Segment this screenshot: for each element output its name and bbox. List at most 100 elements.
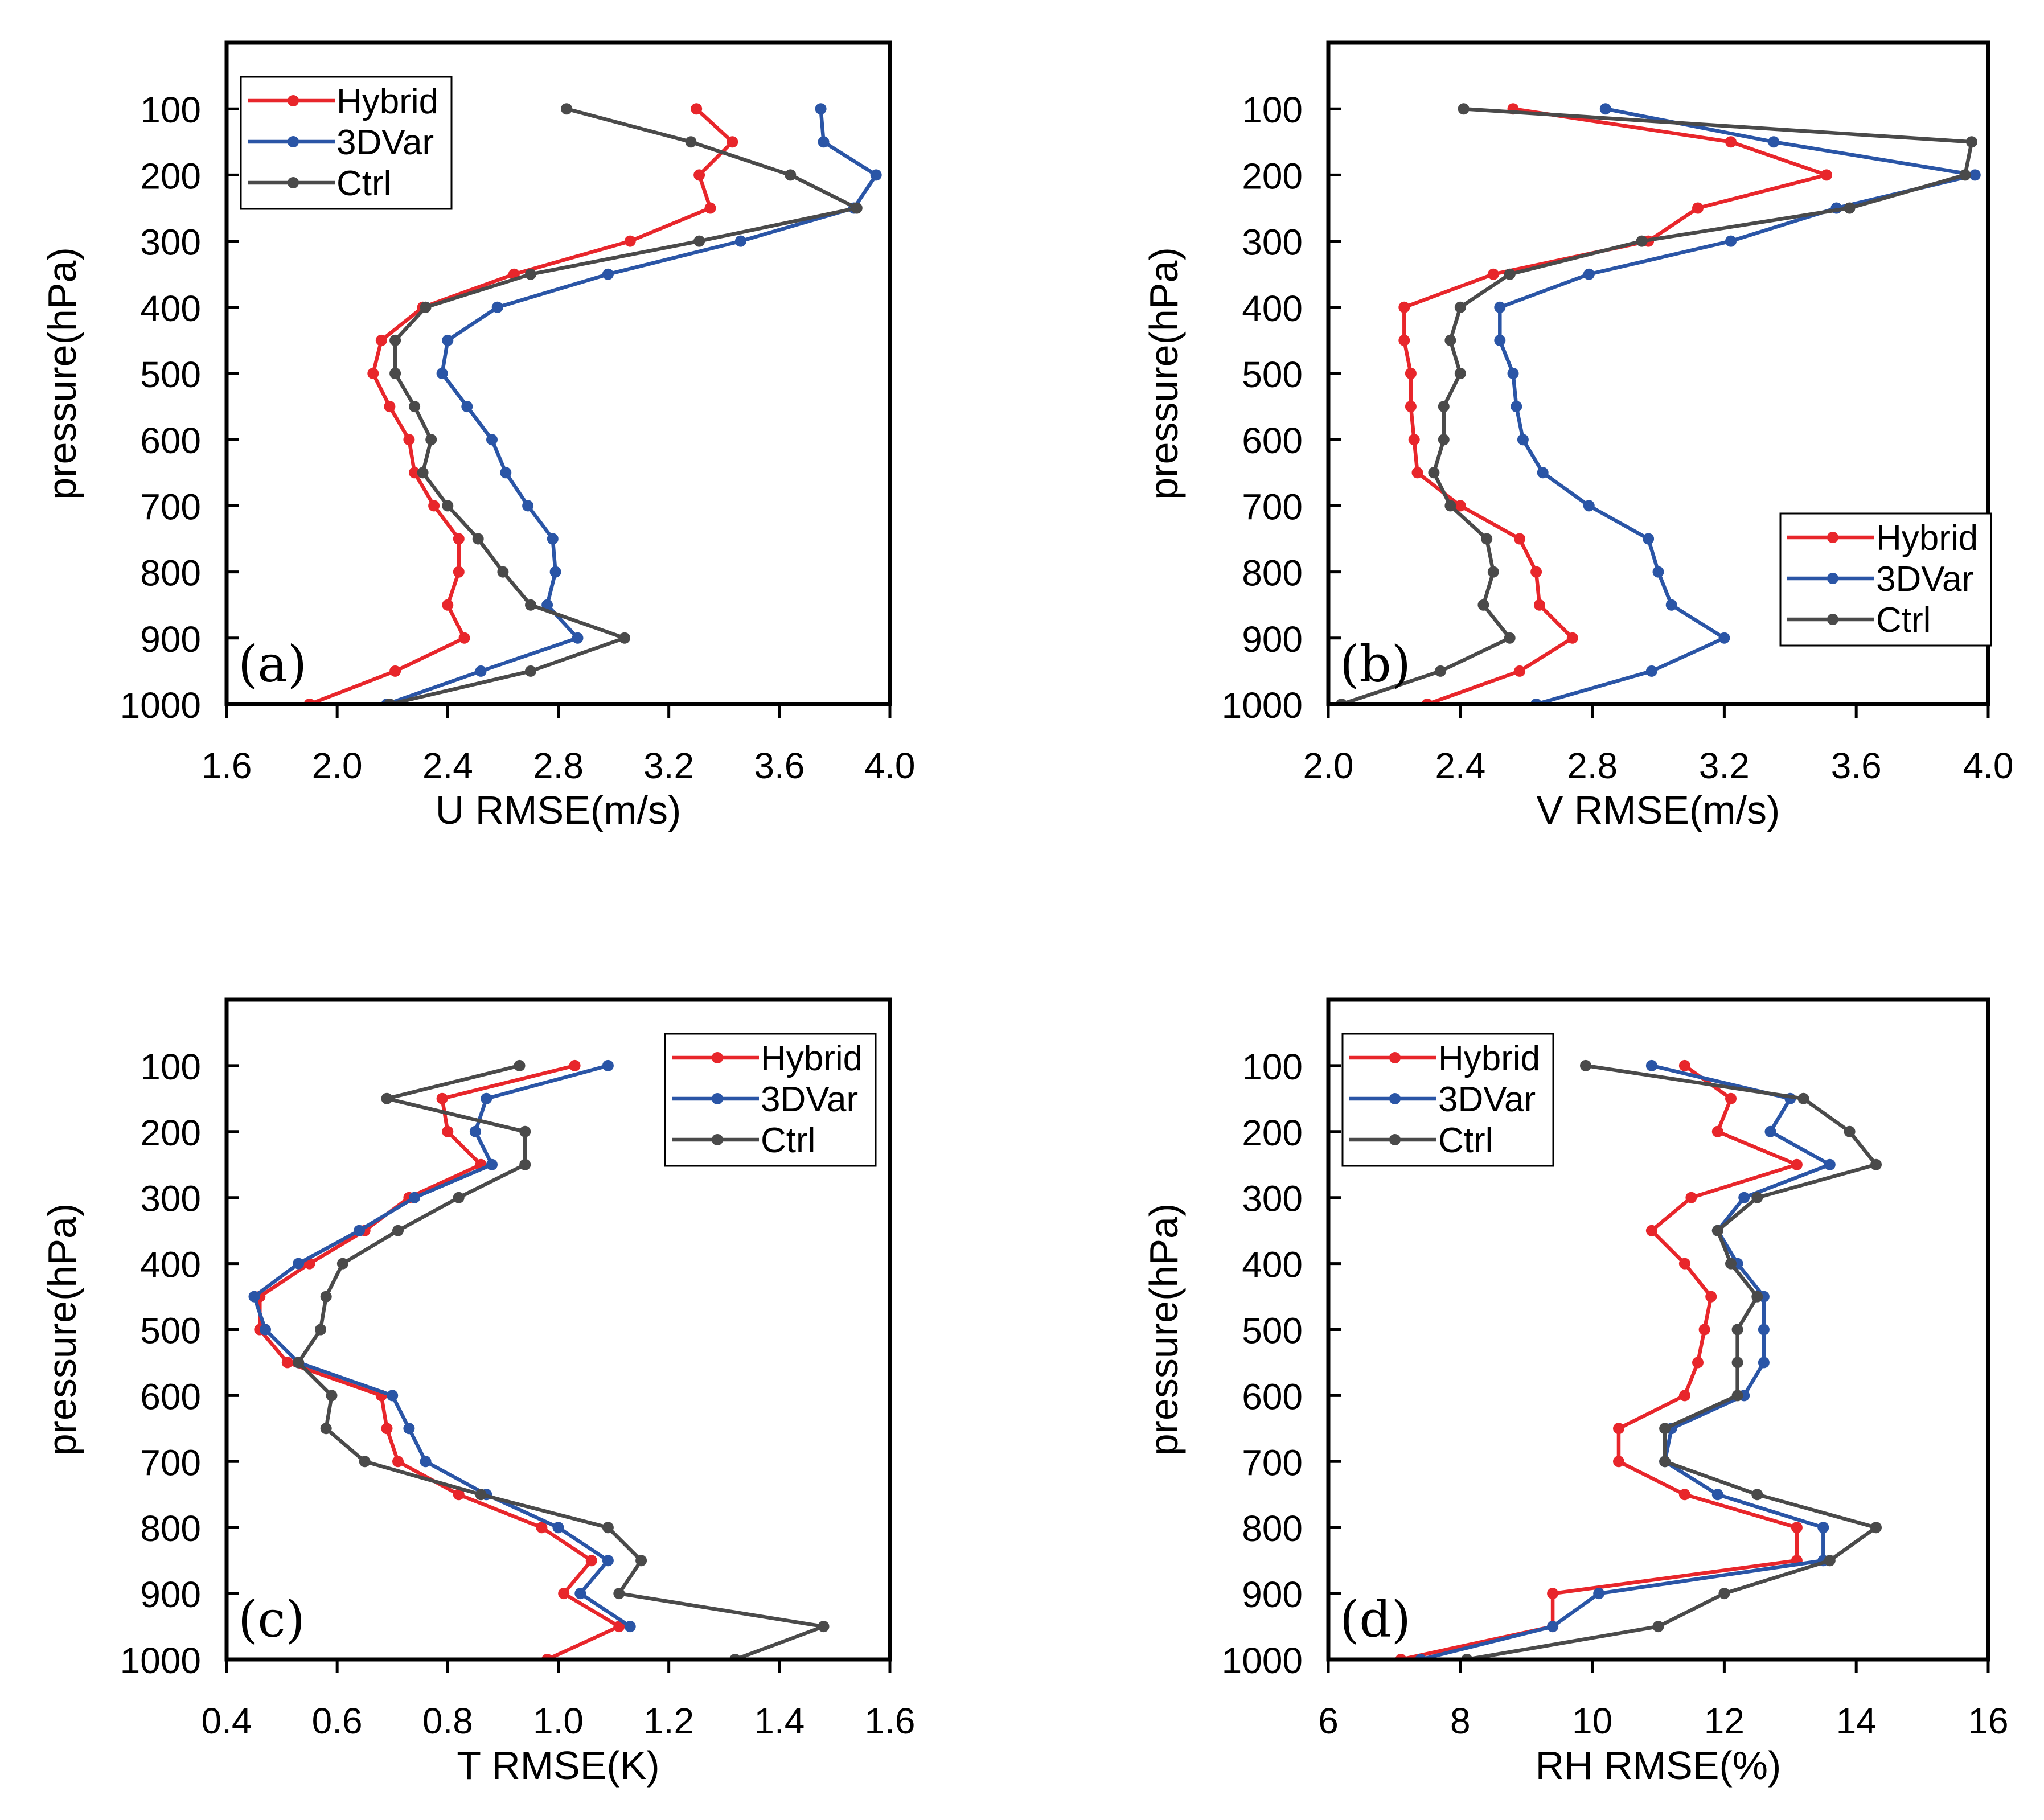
data-point-hybrid bbox=[1405, 368, 1417, 379]
legend-marker-ctrl bbox=[288, 177, 299, 188]
data-point-hybrid bbox=[1725, 1092, 1737, 1104]
data-point-ctrl bbox=[1454, 368, 1466, 379]
data-point-ctrl bbox=[1751, 1489, 1763, 1501]
data-point-hybrid bbox=[381, 1423, 393, 1435]
data-point-hybrid bbox=[1678, 1390, 1690, 1402]
data-point-3dvar bbox=[486, 1158, 498, 1170]
data-point-3dvar bbox=[1507, 368, 1519, 379]
data-point-3dvar bbox=[552, 1522, 564, 1534]
data-point-hybrid bbox=[1692, 1357, 1704, 1369]
y-tick-label: 200 bbox=[140, 1112, 201, 1153]
data-point-3dvar bbox=[486, 434, 498, 446]
x-tick-label: 2.0 bbox=[312, 745, 363, 786]
y-tick-label: 600 bbox=[140, 1376, 201, 1417]
data-point-hybrid bbox=[403, 434, 415, 446]
legend-marker-3dvar bbox=[1389, 1093, 1401, 1104]
legend-label-hybrid: Hybrid bbox=[336, 82, 438, 121]
series-ctrl bbox=[1461, 1059, 1882, 1659]
data-point-hybrid bbox=[392, 1456, 404, 1468]
data-point-hybrid bbox=[1533, 599, 1545, 611]
legend-label-hybrid: Hybrid bbox=[1876, 519, 1978, 558]
series-ctrl bbox=[384, 103, 863, 704]
legend-marker-3dvar bbox=[288, 136, 299, 147]
y-axis-title: pressure(hPa) bbox=[40, 1203, 84, 1456]
y-tick-label: 100 bbox=[1242, 89, 1303, 130]
data-point-hybrid bbox=[558, 1588, 570, 1600]
x-tick-label: 2.0 bbox=[1303, 745, 1354, 786]
data-point-ctrl bbox=[336, 1258, 348, 1270]
data-point-hybrid bbox=[458, 632, 470, 644]
data-point-3dvar bbox=[1547, 1621, 1559, 1633]
x-tick-label: 2.4 bbox=[1435, 745, 1485, 786]
data-point-ctrl bbox=[851, 202, 863, 214]
y-tick-label: 700 bbox=[140, 1442, 201, 1483]
panel-label: (b) bbox=[1340, 635, 1411, 693]
x-tick-label: 3.2 bbox=[643, 745, 694, 786]
y-tick-label: 500 bbox=[140, 1310, 201, 1351]
data-point-ctrl bbox=[1844, 202, 1856, 214]
x-axis-title: T RMSE(K) bbox=[457, 1743, 660, 1788]
data-point-hybrid bbox=[1791, 1522, 1803, 1534]
data-point-ctrl bbox=[293, 1357, 305, 1369]
data-point-ctrl bbox=[1454, 301, 1466, 313]
legend-label-3dvar: 3DVar bbox=[336, 123, 434, 162]
data-point-hybrid bbox=[1514, 665, 1526, 677]
data-point-hybrid bbox=[453, 533, 465, 545]
data-point-hybrid bbox=[442, 1125, 454, 1137]
data-point-ctrl bbox=[685, 136, 697, 148]
data-point-3dvar bbox=[481, 1092, 492, 1104]
data-point-ctrl bbox=[453, 1192, 465, 1203]
data-point-3dvar bbox=[1599, 103, 1611, 115]
data-point-3dvar bbox=[1494, 301, 1506, 313]
data-point-ctrl bbox=[1652, 1621, 1664, 1633]
x-tick-label: 1.0 bbox=[533, 1700, 584, 1741]
data-point-ctrl bbox=[1711, 1225, 1723, 1236]
data-point-hybrid bbox=[727, 136, 738, 148]
y-tick-label: 100 bbox=[1242, 1046, 1303, 1087]
data-point-hybrid bbox=[1408, 434, 1420, 446]
data-point-ctrl bbox=[613, 1588, 625, 1600]
data-point-ctrl bbox=[519, 1125, 531, 1137]
data-point-hybrid bbox=[1514, 533, 1526, 545]
data-point-ctrl bbox=[514, 1059, 526, 1071]
data-point-3dvar bbox=[1583, 268, 1595, 280]
data-point-ctrl bbox=[1458, 103, 1470, 115]
legend-marker-3dvar bbox=[1827, 573, 1838, 584]
data-point-hybrid bbox=[1645, 1225, 1657, 1236]
data-point-ctrl bbox=[381, 1092, 393, 1104]
data-point-3dvar bbox=[602, 268, 614, 280]
x-tick-label: 1.4 bbox=[754, 1700, 805, 1741]
data-point-3dvar bbox=[1738, 1192, 1750, 1203]
data-point-ctrl bbox=[1824, 1555, 1836, 1567]
series-3dvar bbox=[248, 1059, 636, 1633]
data-point-3dvar bbox=[461, 401, 473, 413]
data-point-3dvar bbox=[1758, 1357, 1770, 1369]
data-point-3dvar bbox=[572, 632, 584, 644]
data-point-hybrid bbox=[1711, 1125, 1723, 1137]
y-tick-label: 300 bbox=[1242, 1178, 1303, 1219]
data-point-3dvar bbox=[475, 665, 487, 677]
x-tick-label: 6 bbox=[1318, 1700, 1339, 1741]
data-point-hybrid bbox=[1678, 1489, 1690, 1501]
y-axis-title: pressure(hPa) bbox=[1142, 1203, 1186, 1456]
series-3dvar bbox=[1494, 103, 1981, 704]
y-tick-label: 1000 bbox=[120, 685, 201, 726]
data-point-3dvar bbox=[1643, 533, 1655, 545]
data-point-ctrl bbox=[525, 268, 536, 280]
panel-d: 100 200 300 400 500 600 700 800 900 1000 6 8 10 12 14 1… bbox=[1142, 997, 2009, 1788]
data-point-ctrl bbox=[1870, 1522, 1882, 1534]
data-point-3dvar bbox=[1645, 1059, 1657, 1071]
legend-label-3dvar: 3DVar bbox=[761, 1080, 858, 1119]
data-point-3dvar bbox=[500, 467, 512, 479]
data-point-hybrid bbox=[1411, 467, 1423, 479]
x-tick-label: 8 bbox=[1450, 1700, 1471, 1741]
data-point-hybrid bbox=[367, 368, 379, 379]
data-point-hybrid bbox=[693, 169, 705, 181]
data-point-3dvar bbox=[491, 301, 503, 313]
legend-label-ctrl: Ctrl bbox=[336, 164, 391, 203]
data-point-3dvar bbox=[815, 103, 827, 115]
data-point-ctrl bbox=[525, 599, 536, 611]
